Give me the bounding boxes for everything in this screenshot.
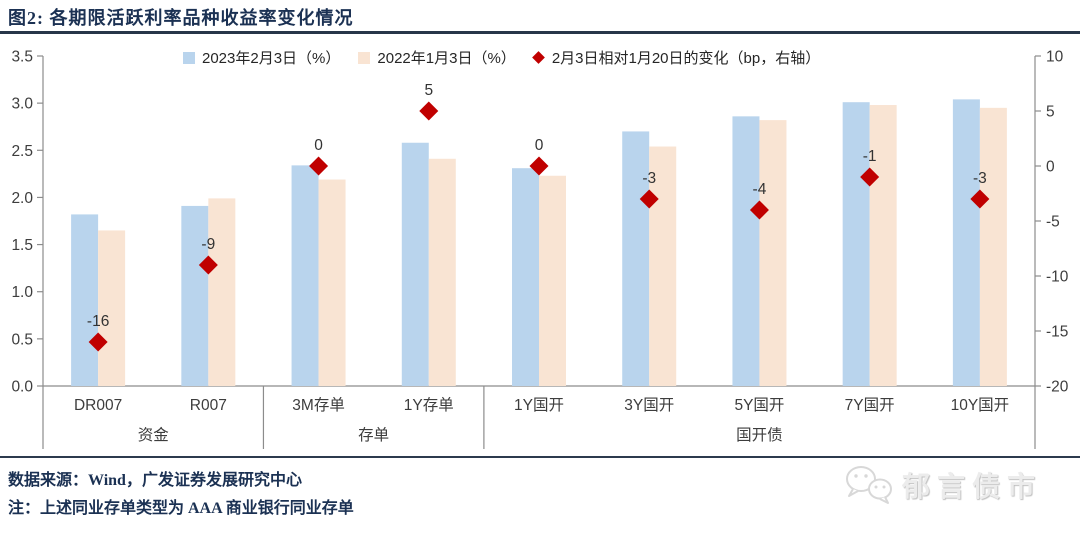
bar-series2 [208, 198, 236, 386]
title-divider [0, 31, 1080, 34]
left-axis-tick-label: 2.5 [11, 143, 33, 160]
group-label: 资金 [138, 426, 170, 444]
change-value-label: 5 [424, 82, 433, 99]
group-label: 国开债 [736, 426, 783, 444]
category-label: R007 [190, 397, 227, 414]
category-label: 10Y国开 [951, 397, 1010, 414]
category-label: DR007 [74, 397, 122, 414]
legend-item-2023: 2023年2月3日（%） [183, 47, 340, 68]
change-diamond [970, 189, 990, 209]
left-axis-tick-label: 3.5 [11, 49, 33, 66]
right-axis-tick-label: 5 [1046, 104, 1055, 121]
change-value-label: -3 [973, 170, 987, 187]
footer-divider [0, 456, 1080, 458]
figure-title: 图2: 各期限活跃利率品种收益率变化情况 [8, 8, 354, 28]
bar-series2 [539, 175, 566, 386]
group-label: 存单 [358, 426, 389, 444]
change-value-label: 0 [314, 137, 323, 154]
bar-series1 [512, 168, 539, 386]
right-axis-tick-label: -10 [1046, 269, 1069, 286]
wechat-icon [845, 466, 892, 504]
left-axis-tick-label: 1.5 [11, 237, 33, 254]
change-diamond [88, 332, 108, 352]
category-label: 1Y存单 [404, 396, 454, 414]
legend-label-change: 2月3日相对1月20日的变化（bp，右轴） [551, 50, 821, 67]
left-axis-tick-label: 0.5 [11, 331, 33, 348]
right-axis-tick-label: -20 [1046, 379, 1069, 396]
change-value-label: 0 [535, 137, 544, 154]
bar-series1 [181, 205, 209, 386]
legend-label-2022: 2022年1月3日（%） [377, 50, 516, 67]
change-value-label: -4 [753, 181, 767, 198]
chart-svg: 3.53.02.52.01.51.00.50.01050-5-10-15-20资… [11, 49, 1069, 449]
change-diamond [749, 200, 769, 220]
left-axis-tick-label: 2.0 [11, 190, 33, 207]
change-diamond [529, 156, 549, 176]
bar-series1 [842, 102, 870, 386]
bar-series1 [71, 214, 99, 386]
category-label: 1Y国开 [514, 397, 564, 414]
bar-series2 [649, 146, 677, 386]
bar-series2 [318, 179, 346, 386]
category-label: 7Y国开 [845, 397, 895, 414]
bar-series2 [428, 158, 456, 386]
bar-series2 [979, 107, 1007, 386]
chart-canvas: 3.5 3.0 2.5 2.0 1.5 1.0 0.5 0.0 10 5 0 -5 -10 -15 -20 资… [11, 49, 1069, 449]
change-value-label: -9 [201, 236, 215, 253]
right-axis-tick-label: -15 [1046, 324, 1068, 341]
change-value-label: -3 [642, 170, 656, 187]
bar-series1 [622, 131, 650, 386]
legend-item-2022: 2022年1月3日（%） [358, 47, 516, 68]
bar-series1 [952, 99, 980, 386]
left-axis-tick-label: 3.0 [11, 96, 33, 113]
category-label: 3M存单 [292, 396, 345, 414]
change-diamond [860, 167, 880, 187]
category-label: 5Y国开 [734, 397, 784, 414]
bar-series1 [401, 142, 429, 386]
legend-diamond-icon [531, 51, 545, 64]
legend-swatch-peach-icon [358, 51, 371, 64]
bar-series1 [732, 116, 760, 386]
category-label: 3Y国开 [624, 397, 674, 414]
bar-series2 [98, 230, 126, 386]
change-diamond [419, 101, 439, 121]
footnote: 注：上述同业存单类型为 AAA 商业银行同业存单 [8, 500, 354, 517]
right-axis-tick-label: 0 [1046, 159, 1055, 176]
change-diamond [309, 156, 329, 176]
legend-swatch-blue-icon [183, 51, 195, 64]
legend-item-change: 2月3日相对1月20日的变化（bp，右轴） [531, 47, 821, 68]
bar-series2 [869, 105, 897, 387]
right-axis-tick-label: -5 [1046, 214, 1060, 231]
watermark-text: 郁言债市 [901, 472, 1042, 503]
left-axis-tick-label: 1.0 [11, 284, 33, 301]
change-diamond [198, 255, 218, 275]
data-source-note: 数据来源：Wind，广发证券发展研究中心 [8, 472, 302, 489]
bar-series1 [291, 165, 319, 386]
change-diamond [639, 189, 659, 209]
left-axis-tick-label: 0.0 [11, 379, 33, 396]
chart-legend: 2023年2月3日（%） 2022年1月3日（%） 2月3日相对1月20日的变化… [183, 47, 820, 68]
change-value-label: -16 [87, 313, 109, 330]
change-value-label: -1 [863, 148, 877, 165]
watermark-logo: 郁言债市 [844, 464, 1042, 506]
bar-series2 [759, 120, 787, 386]
right-axis-tick-label: 10 [1046, 49, 1064, 66]
legend-label-2023: 2023年2月3日（%） [202, 50, 341, 67]
